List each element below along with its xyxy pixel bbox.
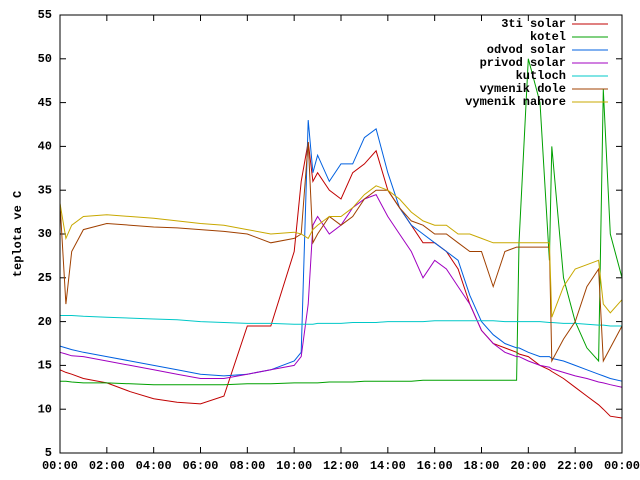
legend-label: kutloch xyxy=(516,69,566,83)
series-line xyxy=(60,315,622,327)
x-tick-label: 14:00 xyxy=(370,459,406,473)
y-axis-label: teplota ve C xyxy=(11,191,25,277)
y-tick-label: 50 xyxy=(38,52,52,66)
x-tick-label: 20:00 xyxy=(510,459,546,473)
series-line xyxy=(59,185,623,318)
x-tick-label: 00:00 xyxy=(42,459,78,473)
x-tick-label: 22:00 xyxy=(557,459,593,473)
legend-label: kotel xyxy=(530,30,566,44)
legend-label: vymenik dole xyxy=(480,82,566,96)
y-tick-label: 25 xyxy=(38,271,52,285)
series-line xyxy=(59,193,623,388)
legend-label: privod solar xyxy=(480,56,566,70)
y-tick-label: 45 xyxy=(38,96,52,110)
x-tick-label: 16:00 xyxy=(417,459,453,473)
y-tick-label: 15 xyxy=(38,359,52,373)
x-tick-label: 18:00 xyxy=(463,459,499,473)
y-tick-label: 35 xyxy=(38,183,52,197)
legend-label: 3ti solar xyxy=(501,17,566,31)
y-tick-label: 30 xyxy=(38,227,52,241)
series-line xyxy=(59,120,623,382)
x-tick-label: 12:00 xyxy=(323,459,359,473)
y-tick-label: 5 xyxy=(45,446,52,460)
y-tick-label: 10 xyxy=(38,402,52,416)
y-tick-label: 40 xyxy=(38,140,52,154)
legend-label: vymenik nahore xyxy=(465,95,566,109)
y-tick-label: 20 xyxy=(38,315,52,329)
x-tick-label: 06:00 xyxy=(182,459,218,473)
x-tick-label: 04:00 xyxy=(136,459,172,473)
x-tick-label: 08:00 xyxy=(229,459,265,473)
series-line xyxy=(59,141,623,363)
series-line xyxy=(60,58,623,386)
x-tick-label: 10:00 xyxy=(276,459,312,473)
series-line xyxy=(59,141,623,419)
y-tick-label: 55 xyxy=(38,8,52,22)
x-tick-label: 02:00 xyxy=(89,459,125,473)
legend-label: odvod solar xyxy=(487,43,566,57)
x-tick-label: 00:00 xyxy=(604,459,640,473)
plot-frame xyxy=(59,14,623,454)
